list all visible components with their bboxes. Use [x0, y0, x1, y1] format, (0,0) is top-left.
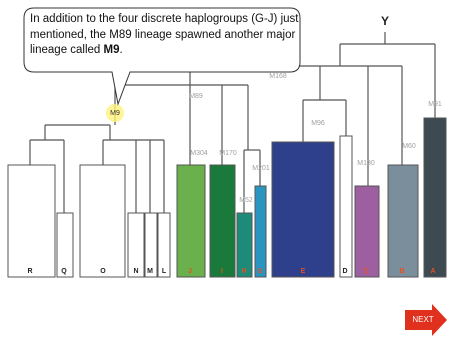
callout-text-part: In addition to the four discrete haplogr…: [30, 13, 299, 56]
haplogroup-label: A: [430, 268, 435, 275]
haplogroup-label: O: [100, 268, 106, 275]
haplogroup-label: J: [188, 268, 192, 275]
marker: M130: [357, 160, 375, 167]
callout-text-part: .: [119, 44, 123, 56]
callout-bold: M9: [103, 44, 120, 56]
haplogroup-label: B: [399, 268, 404, 275]
marker: M89: [189, 93, 203, 100]
marker: M96: [311, 120, 325, 127]
marker: M201: [252, 165, 270, 172]
marker: M9: [110, 110, 120, 117]
haplogroup-label: N: [133, 268, 138, 275]
haplogroup-label: L: [162, 268, 167, 275]
marker: M170: [219, 150, 237, 157]
next-label[interactable]: NEXT: [412, 315, 433, 324]
marker: M304: [190, 150, 208, 157]
callout: [23, 7, 301, 106]
haplogroup-label: R: [27, 268, 32, 275]
highlight: [106, 104, 124, 122]
marker: M91: [428, 101, 442, 108]
tree-lines: [29, 32, 436, 213]
bars: [7, 117, 447, 278]
haplogroup-label: E: [301, 268, 306, 275]
next-button[interactable]: NEXT: [405, 304, 447, 336]
haplogroup-label: H: [241, 268, 246, 275]
haplogroup-label: I: [221, 268, 223, 275]
root-label: Y: [381, 14, 389, 28]
haplogroup-label: C: [363, 268, 368, 275]
haplogroup-label: G: [257, 268, 263, 275]
haplogroup-label: D: [342, 268, 347, 275]
haplogroup-label: M: [147, 268, 153, 275]
haplogroup-label: Q: [61, 268, 67, 275]
callout-text: In addition to the four discrete haplogr…: [30, 12, 300, 59]
marker: M52: [239, 197, 253, 204]
marker: M168: [269, 73, 287, 80]
marker: M60: [402, 143, 416, 150]
